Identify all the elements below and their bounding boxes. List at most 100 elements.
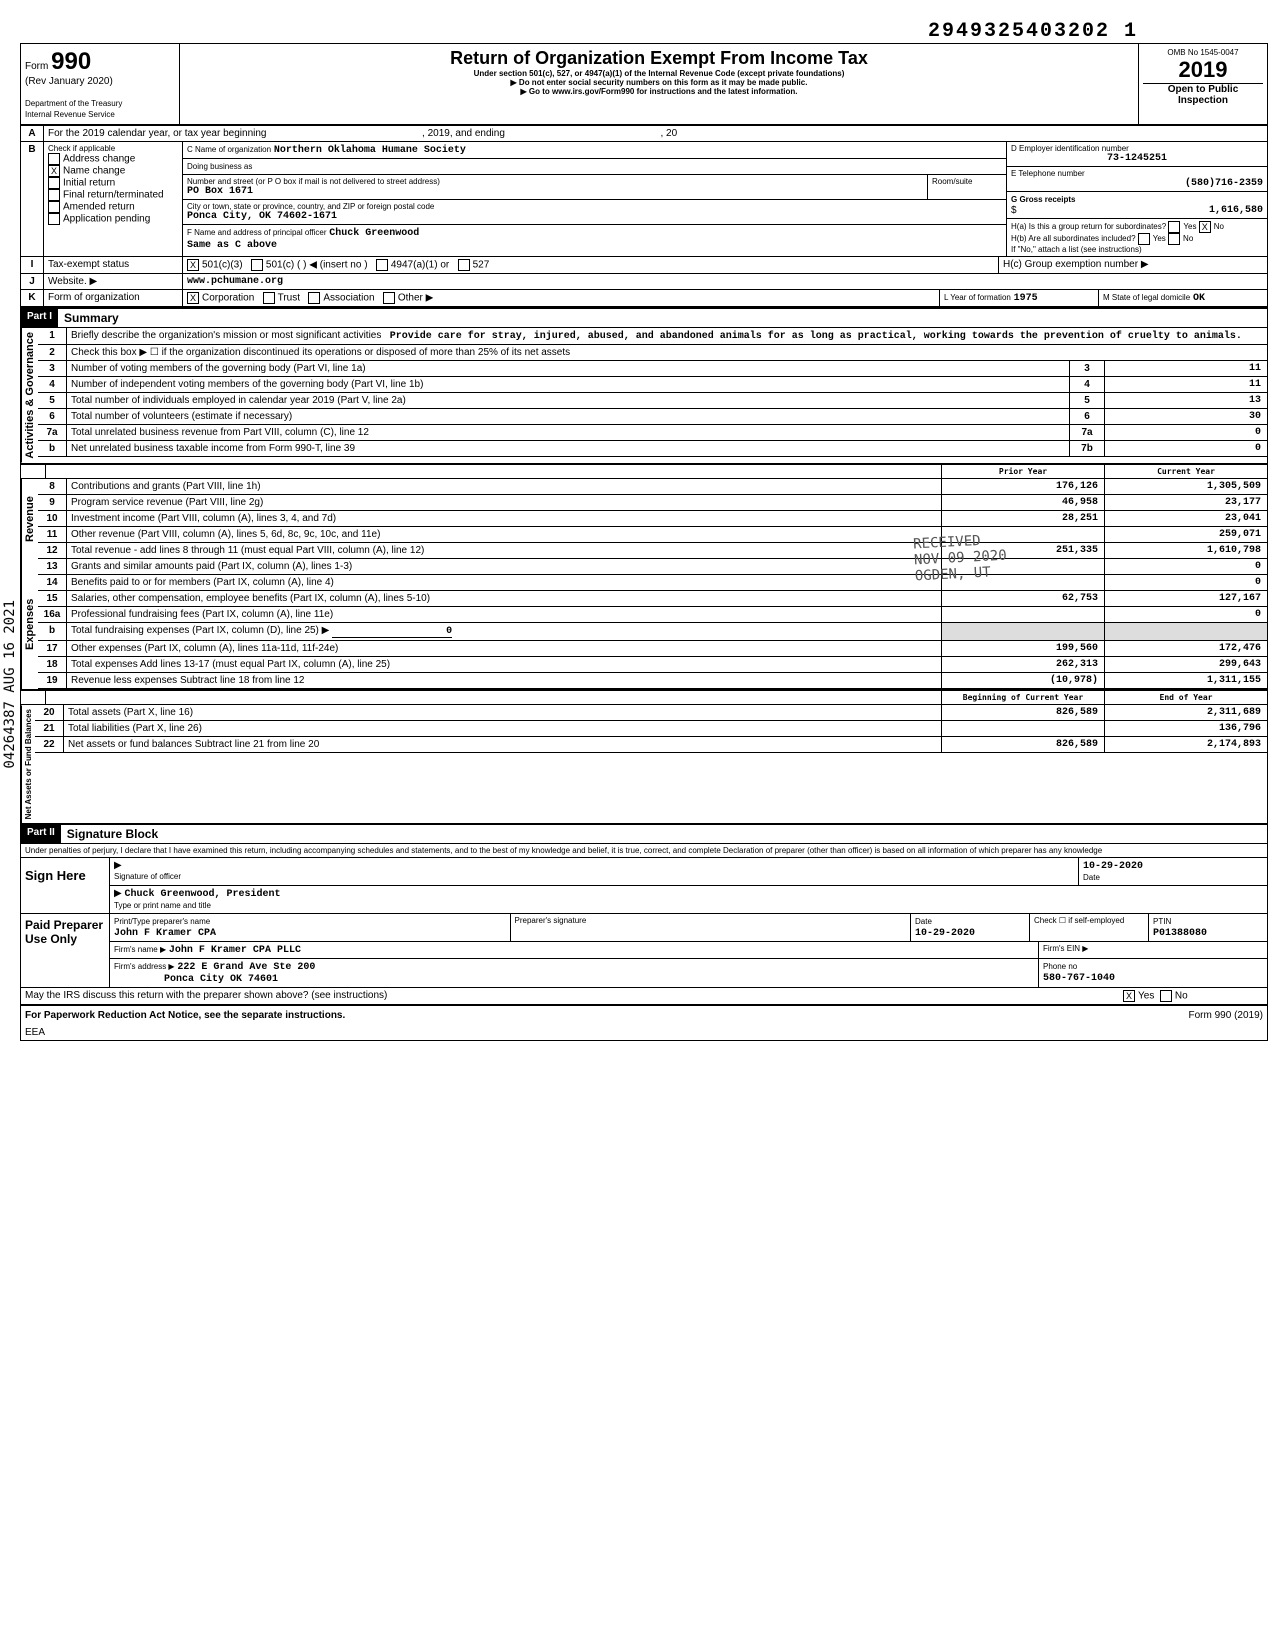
line-i: I Tax-exempt status X501(c)(3) 501(c) ( … [21, 257, 1267, 274]
line-a-text3: , 20 [660, 128, 677, 139]
l15: Salaries, other compensation, employee b… [67, 591, 941, 606]
dba-label: Doing business as [187, 162, 252, 171]
revision: (Rev January 2020) [25, 76, 113, 87]
form-number: 990 [51, 48, 91, 75]
goto: ▶ Go to www.irs.gov/Form990 for instruct… [184, 87, 1134, 96]
form-foot: Form 990 (2019) [1189, 1010, 1263, 1021]
cb-corp[interactable]: X [187, 292, 199, 304]
b-pending: Application pending [63, 214, 150, 225]
end-hdr: End of Year [1104, 691, 1267, 704]
cb-501c3[interactable]: X [187, 259, 199, 271]
cb-pending[interactable] [48, 213, 60, 225]
i-label: Tax-exempt status [44, 257, 183, 273]
discuss: May the IRS discuss this return with the… [21, 988, 1119, 1004]
prep-date: 10-29-2020 [915, 928, 975, 939]
year-formed: 1975 [1014, 293, 1038, 304]
cb-527[interactable] [458, 259, 470, 271]
l7b-desc: Net unrelated business taxable income fr… [67, 441, 1069, 456]
l14: Benefits paid to or for members (Part IX… [67, 575, 941, 590]
l8: Contributions and grants (Part VIII, lin… [67, 479, 941, 494]
cb-ha-no[interactable]: X [1199, 221, 1211, 233]
yes1: Yes [1183, 222, 1196, 231]
p16a [941, 607, 1104, 622]
omb: OMB No 1545-0047 [1143, 48, 1263, 57]
cb-4947[interactable] [376, 259, 388, 271]
l17: Other expenses (Part IX, column (A), lin… [67, 641, 941, 656]
l16b-val: 0 [332, 626, 452, 638]
paid-preparer-block: Paid Preparer Use Only Print/Type prepar… [21, 914, 1267, 988]
firm-phone: 580-767-1040 [1043, 973, 1115, 984]
c16a: 0 [1104, 607, 1267, 622]
date-lbl: Date [1083, 873, 1100, 882]
p12: 251,335 [941, 543, 1104, 558]
p22: 826,589 [941, 737, 1104, 752]
header: Form 990 (Rev January 2020) Department o… [21, 44, 1267, 126]
cb-initial[interactable] [48, 177, 60, 189]
line-j: J Website. ▶ www.pchumane.org [21, 274, 1267, 290]
paid-label: Paid Preparer Use Only [21, 914, 110, 987]
l1-desc: Briefly describe the organization's miss… [71, 330, 381, 341]
no3: No [1175, 991, 1188, 1002]
p8: 176,126 [941, 479, 1104, 494]
p17: 199,560 [941, 641, 1104, 656]
ptin: P01388080 [1153, 928, 1207, 939]
cb-other[interactable] [383, 292, 395, 304]
cb-name[interactable]: X [48, 165, 60, 177]
line-a: A For the 2019 calendar year, or tax yea… [21, 126, 1267, 142]
c-label: C Name of organization [187, 145, 271, 154]
firm-ein-lbl: Firm's EIN ▶ [1039, 942, 1267, 958]
b-label: Check if applicable [48, 144, 178, 153]
cb-address[interactable] [48, 153, 60, 165]
cb-501c[interactable] [251, 259, 263, 271]
c18: 299,643 [1104, 657, 1267, 672]
cb-ha-yes[interactable] [1168, 221, 1180, 233]
v7b: 0 [1104, 441, 1267, 456]
c10: 23,041 [1104, 511, 1267, 526]
open-public: Open to Public [1143, 84, 1263, 95]
v5: 13 [1104, 393, 1267, 408]
b-initial: Initial return [63, 178, 115, 189]
side-stamp: 04264387 AUG 16 2021 [2, 600, 18, 769]
cb-amended[interactable] [48, 201, 60, 213]
yes3: Yes [1138, 991, 1154, 1002]
phone: (580)716-2359 [1011, 178, 1263, 189]
officer-typed: Chuck Greenwood, President [124, 889, 280, 900]
firm-addr2: Ponca City OK 74601 [164, 974, 278, 985]
org-name: Northern Oklahoma Humane Society [274, 145, 466, 156]
subtitle: Under section 501(c), 527, or 4947(a)(1)… [184, 69, 1134, 78]
vert-governance: Activities & Governance [21, 328, 38, 463]
b-amended: Amended return [63, 202, 135, 213]
prep-name: John F Kramer CPA [114, 928, 216, 939]
part1-body: Activities & Governance 1 Briefly descri… [21, 328, 1267, 463]
state: OK [1193, 293, 1205, 304]
ssn-warning: ▶ Do not enter social security numbers o… [184, 78, 1134, 87]
cb-discuss-no[interactable] [1160, 990, 1172, 1002]
gross: 1,616,580 [1209, 205, 1263, 216]
l12: Total revenue - add lines 8 through 11 (… [67, 543, 941, 558]
ptin-lbl: PTIN [1153, 917, 1171, 926]
k-other: Other ▶ [398, 293, 433, 304]
line-a-text1: For the 2019 calendar year, or tax year … [48, 128, 266, 139]
cb-discuss-yes[interactable]: X [1123, 990, 1135, 1002]
prep-date-lbl: Date [915, 917, 932, 926]
k-assoc: Association [323, 293, 374, 304]
cb-hb-yes[interactable] [1138, 233, 1150, 245]
cb-hb-no[interactable] [1168, 233, 1180, 245]
c9: 23,177 [1104, 495, 1267, 510]
cb-trust[interactable] [263, 292, 275, 304]
i-insert: ) ◀ (insert no ) [303, 260, 367, 271]
beg-hdr: Beginning of Current Year [941, 691, 1104, 704]
ha-label: H(a) Is this a group return for subordin… [1011, 222, 1166, 231]
eea: EEA [21, 1025, 1267, 1040]
part2-label: Part II [21, 825, 61, 843]
cb-assoc[interactable] [308, 292, 320, 304]
net-header: Beginning of Current Year End of Year [21, 689, 1267, 705]
k-label: Form of organization [44, 290, 183, 306]
h-note: If "No," attach a list (see instructions… [1011, 245, 1142, 254]
footer: For Paperwork Reduction Act Notice, see … [21, 1005, 1267, 1025]
rev-header: Prior Year Current Year [21, 463, 1267, 479]
check-if: Check ☐ if self-employed [1030, 914, 1149, 941]
cb-final[interactable] [48, 189, 60, 201]
mission: Provide care for stray, injured, abused,… [390, 331, 1242, 342]
line-k: K Form of organization XCorporation Trus… [21, 290, 1267, 307]
